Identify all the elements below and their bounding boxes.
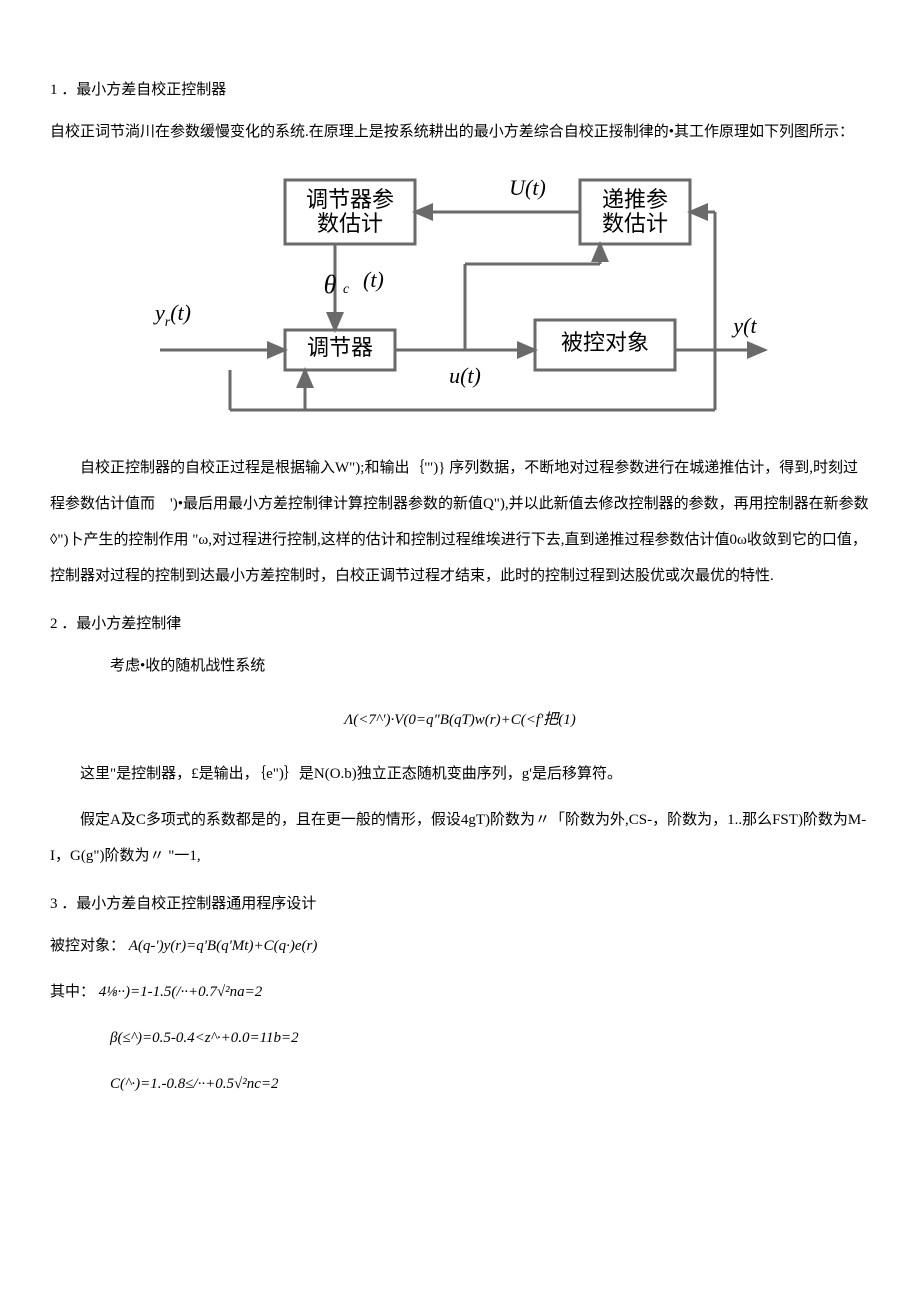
section3-heading: 3 ．最小方差自校正控制器通用程序设计	[50, 892, 870, 916]
section3-title: ．最小方差自校正控制器通用程序设计	[61, 896, 316, 912]
section2-p2: 假定A及C多项式的系数都是的，且在更一般的情形，假设4gT)阶数为〃「阶数为外,…	[50, 802, 870, 874]
where-eq1: 4⅛··)=1-1.5(/··+0.7√²na=2	[99, 984, 263, 1000]
section1-num: 1	[50, 82, 58, 98]
svg-text:调节器: 调节器	[307, 335, 373, 360]
section1-heading: 1 ．最小方差自校正控制器	[50, 78, 870, 102]
svg-text:(t): (t)	[363, 267, 384, 292]
svg-text:递推参: 递推参	[602, 187, 668, 212]
svg-text:U(t): U(t)	[509, 175, 546, 200]
where-eq2: β(≤^)=0.5-0.4<z^·+0.0=11b=2	[110, 1020, 870, 1056]
svg-text:被控对象: 被控对象	[561, 330, 649, 355]
svg-text:数估计: 数估计	[317, 211, 383, 236]
section1-body: 自校正控制器的自校正过程是根据输入W");和输出｛'")} 序列数据，不断地对过…	[50, 450, 870, 594]
section2-equation: Λ(<7^')·V(0=q"B(qT)w(r)+C(<f'把(1)	[50, 708, 870, 732]
svg-text:c: c	[343, 282, 350, 297]
section3-num: 3	[50, 896, 58, 912]
where-label: 其中：	[50, 984, 95, 1000]
section2-heading: 2 ．最小方差控制律	[50, 612, 870, 636]
svg-text:调节器参: 调节器参	[306, 187, 394, 212]
section3-object: 被控对象： A(q-')y(r)=q'B(q'Mt)+C(q·)e(r)	[50, 928, 870, 964]
section3-where-line: 其中： 4⅛··)=1-1.5(/··+0.7√²na=2	[50, 974, 870, 1010]
section1-title: ．最小方差自校正控制器	[61, 82, 226, 98]
section2-title: ．最小方差控制律	[61, 616, 181, 632]
svg-text:y(t: y(t	[731, 313, 757, 338]
svg-text:yr(t): yr(t)	[153, 300, 191, 330]
where-eq3: C(^·)=1.-0.8≤/··+0.5√²nc=2	[110, 1066, 870, 1102]
svg-text:u(t): u(t)	[449, 363, 481, 388]
object-equation: A(q-')y(r)=q'B(q'Mt)+C(q·)e(r)	[129, 938, 318, 954]
object-label: 被控对象：	[50, 938, 125, 954]
section2-p1: 这里"是控制器，£是输出，｛e")｝是N(O.b)独立正态随机变曲序列，g'是后…	[50, 756, 870, 792]
svg-text:数估计: 数估计	[602, 211, 668, 236]
svg-text:θ: θ	[324, 270, 337, 299]
section2-sub: 考虑•收的随机战性系统	[110, 648, 870, 684]
section1-intro: 自校正词节淌川在参数缓慢变化的系统.在原理上是按系统耕出的最小方差综合自校正挼制…	[50, 114, 870, 150]
section2-num: 2	[50, 616, 58, 632]
control-diagram: 调节器参数估计递推参数估计调节器被控对象U(t)θc(t)yr(t)u(t)y(…	[50, 170, 870, 430]
